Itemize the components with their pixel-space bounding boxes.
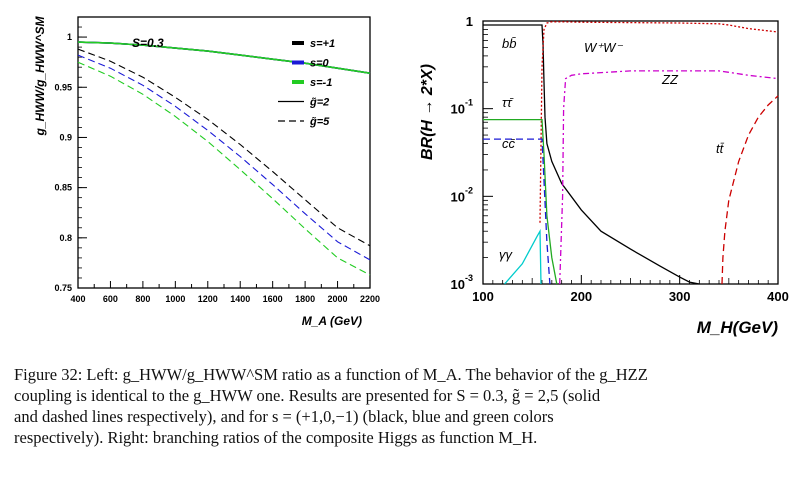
left-x-tick-label: 2200 xyxy=(360,294,380,304)
caption-line-2: coupling is identical to the g_HWW one. … xyxy=(14,386,601,405)
left-x-tick-label: 800 xyxy=(135,294,150,304)
right-curve-label-1: W⁺W⁻ xyxy=(584,40,623,55)
left-x-tick-label: 1400 xyxy=(230,294,250,304)
left-series-line-4 xyxy=(77,54,371,261)
right-curve-label-3: ZZ xyxy=(661,72,679,87)
right-x-tick-label: 200 xyxy=(570,289,592,304)
right-series-group xyxy=(483,21,779,285)
figure-caption: Figure 32: Left: g_HWW/g_HWW^SM ratio as… xyxy=(14,364,790,448)
left-series-line-2 xyxy=(77,41,371,74)
left-x-tick-label: 2000 xyxy=(328,294,348,304)
right-x-axis-label: M_H(GeV) xyxy=(697,318,779,337)
right-series-line-0 xyxy=(483,24,700,285)
right-y-tick-label: 10-1 xyxy=(451,98,473,117)
left-chart: 400 600 800 1000 1200 1400 1600 1800 2000 2200 0.7… xyxy=(33,16,380,328)
right-series-line-3 xyxy=(721,95,779,285)
left-y-tick-label: 0.8 xyxy=(59,233,72,243)
right-y-tick-label: 1 xyxy=(466,14,473,29)
right-curve-label-6: γγ xyxy=(499,247,514,262)
left-series-line-3 xyxy=(77,48,371,247)
left-y-tick-label: 1 xyxy=(67,32,72,42)
right-curve-labels: bb̄ W⁺W⁻ ττ̄ ZZ cc̄ tt̄ γγ xyxy=(499,36,725,262)
left-y-tick-label: 0.95 xyxy=(54,82,72,92)
right-x-tick-label: 300 xyxy=(669,289,691,304)
right-plot-frame xyxy=(482,20,779,285)
left-legend: s=+1 s=0 s=-1 g̃=2 g̃=5 xyxy=(278,38,335,128)
right-series-line-4 xyxy=(483,118,558,285)
right-series-line-6 xyxy=(504,228,542,285)
right-y-tick-label: 10-3 xyxy=(451,273,473,292)
right-y-axis-label: BR(H → 2*X) xyxy=(419,64,436,160)
left-legend-label-4: g̃=5 xyxy=(309,116,330,128)
figure: 400 600 800 1000 1200 1400 1600 1800 2000 22000.7… xyxy=(33,14,789,337)
left-y-tick-label: 0.9 xyxy=(59,132,72,142)
right-curve-label-2: ττ̄ xyxy=(502,95,514,110)
left-series-line-5 xyxy=(77,61,371,276)
left-legend-label-0: s=+1 xyxy=(310,38,335,50)
left-x-tick-label: 600 xyxy=(103,294,118,304)
right-x-tick-label: 100 xyxy=(472,289,494,304)
right-x-tick-label: 400 xyxy=(767,289,789,304)
left-legend-label-1: s=0 xyxy=(310,58,330,70)
left-y-tick-label: 0.75 xyxy=(54,283,72,293)
left-axes: 400 600 800 1000 1200 1400 1600 1800 2000 2200 0.7… xyxy=(54,26,380,304)
right-series-line-5 xyxy=(483,138,551,285)
right-curve-label-5: tt̄ xyxy=(716,141,725,156)
right-axes: 100 200 300 400 10-3 10-2 10-1 1 xyxy=(451,14,789,304)
right-curve-label-4: cc̄ xyxy=(502,136,516,151)
left-x-tick-label: 1000 xyxy=(165,294,185,304)
right-series-line-1 xyxy=(539,21,779,223)
left-x-tick-label: 1800 xyxy=(295,294,315,304)
left-y-axis-label: g_HWW/g_HWW^SM xyxy=(33,16,47,137)
left-x-axis-label: M_A (GeV) xyxy=(302,314,362,328)
left-series-group xyxy=(77,41,371,276)
left-x-tick-label: 1600 xyxy=(263,294,283,304)
left-legend-label-3: g̃=2 xyxy=(309,97,329,109)
caption-line-3: and dashed lines respectively), and for … xyxy=(14,407,554,426)
right-series-line-2 xyxy=(559,70,779,285)
caption-line-4: respectively). Right: branching ratios o… xyxy=(14,428,538,447)
caption-line-1: Figure 32: Left: g_HWW/g_HWW^SM ratio as… xyxy=(14,365,648,384)
right-curve-label-0: bb̄ xyxy=(502,36,516,51)
right-y-tick-label: 10-2 xyxy=(451,185,473,204)
left-y-tick-label: 0.85 xyxy=(54,183,72,193)
left-x-tick-label: 1200 xyxy=(198,294,218,304)
left-annotation: S=0.3 xyxy=(132,36,164,50)
left-x-tick-label: 400 xyxy=(70,294,85,304)
left-legend-label-2: s=-1 xyxy=(310,77,332,89)
right-chart: 100 200 300 400 10-3 10-2 10-1 1 bb̄ W⁺W⁻ ττ̄ ZZ cc… xyxy=(419,14,789,337)
